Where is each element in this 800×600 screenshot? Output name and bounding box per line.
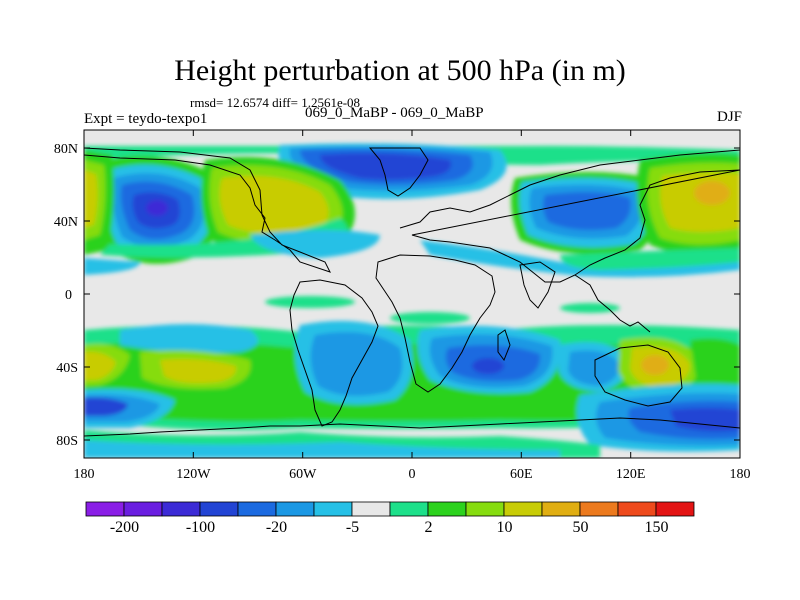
x-tick-label: 60E bbox=[510, 467, 533, 482]
contour-region bbox=[219, 175, 329, 234]
colorbar-box bbox=[617, 501, 657, 517]
contour-region bbox=[670, 408, 740, 432]
y-axis-labels: 80N 40N 0 40S 80S bbox=[54, 142, 78, 449]
coastlines bbox=[84, 147, 740, 437]
contour-region bbox=[694, 181, 730, 205]
colorbar-boxes bbox=[85, 501, 695, 517]
colorbar-box bbox=[427, 501, 467, 517]
y-tick-label: 40N bbox=[54, 215, 78, 230]
contour-region bbox=[84, 258, 140, 275]
experiment-label: Expt = teydo-texpo1 bbox=[84, 111, 208, 127]
colorbar-label: 2 bbox=[425, 519, 433, 536]
contour-region bbox=[543, 192, 631, 230]
contour-region bbox=[472, 358, 504, 374]
x-tick-label: 0 bbox=[409, 467, 416, 482]
colorbar-box bbox=[199, 501, 239, 517]
contour-region bbox=[568, 350, 620, 386]
x-axis-labels: 180 120W 60W 0 60E 120E 180 bbox=[74, 467, 751, 482]
coastline-antarctica bbox=[84, 417, 740, 437]
contour-region bbox=[390, 312, 470, 324]
colorbar-label: -5 bbox=[346, 519, 359, 536]
coastline-africa bbox=[375, 254, 496, 393]
colorbar-box bbox=[161, 501, 201, 517]
colorbar-label: -20 bbox=[266, 519, 287, 536]
contour-region bbox=[84, 397, 128, 416]
colorbar-box bbox=[85, 501, 125, 517]
x-axis-ticks bbox=[83, 130, 741, 458]
x-tick-label: 120E bbox=[616, 467, 646, 482]
contour-region bbox=[120, 324, 258, 354]
coastline-madagascar bbox=[497, 329, 511, 362]
coastline-south-america bbox=[289, 279, 379, 427]
coastline-north-america bbox=[84, 147, 331, 273]
colorbar-label: -100 bbox=[186, 519, 215, 536]
colorbar-box bbox=[351, 501, 391, 517]
colorbar-box bbox=[503, 501, 543, 517]
contour-region bbox=[690, 338, 740, 391]
y-tick-label: 0 bbox=[65, 288, 72, 303]
x-tick-label: 60W bbox=[289, 467, 317, 482]
contour-region bbox=[265, 296, 355, 308]
contour-fill-layer bbox=[84, 130, 740, 458]
coastline-australia bbox=[594, 344, 683, 407]
y-axis-ticks bbox=[84, 147, 740, 441]
contour-region bbox=[84, 351, 116, 380]
y-tick-label: 40S bbox=[56, 361, 78, 376]
y-tick-label: 80S bbox=[56, 434, 78, 449]
colorbar-box bbox=[123, 501, 163, 517]
rmsd-diff-subtitle: rmsd= 12.6574 diff= 1.2561e-08 bbox=[190, 95, 361, 110]
colorbar-box bbox=[465, 501, 505, 517]
contour-region bbox=[160, 358, 237, 384]
x-tick-label: 180 bbox=[730, 467, 751, 482]
colorbar-box bbox=[389, 501, 429, 517]
contour-region bbox=[320, 153, 451, 180]
colorbar-label: 50 bbox=[573, 519, 589, 536]
plot-title: Height perturbation at 500 hPa (in m) bbox=[174, 54, 626, 87]
x-tick-label: 180 bbox=[74, 467, 95, 482]
colorbar-box bbox=[313, 501, 353, 517]
contour-region bbox=[420, 240, 740, 278]
coastline-india bbox=[519, 261, 556, 309]
colorbar-label: 10 bbox=[497, 519, 513, 536]
contour-region bbox=[84, 170, 98, 228]
contour-region bbox=[84, 440, 560, 458]
coastline-eurasia bbox=[399, 149, 740, 283]
colorbar-label: -200 bbox=[110, 519, 139, 536]
coastline-greenland bbox=[368, 147, 429, 197]
y-tick-label: 80N bbox=[54, 142, 78, 157]
colorbar-label: 150 bbox=[645, 519, 669, 536]
coastline-southeast-asia bbox=[574, 274, 651, 333]
contour-region bbox=[250, 230, 380, 258]
contour-region bbox=[146, 200, 168, 216]
colorbar-box bbox=[541, 501, 581, 517]
colorbar-box bbox=[275, 501, 315, 517]
colorbar-box bbox=[237, 501, 277, 517]
season-label: DJF bbox=[716, 109, 742, 125]
run-comparison-label: 069_0_MaBP - 069_0_MaBP bbox=[305, 105, 484, 121]
colorbar-labels: -200 -100 -20 -5 2 10 50 150 bbox=[110, 519, 669, 536]
x-tick-label: 120W bbox=[176, 467, 211, 482]
contour-region bbox=[560, 248, 740, 270]
colorbar-box bbox=[655, 501, 695, 517]
contour-region bbox=[641, 355, 669, 375]
contour-region bbox=[310, 331, 403, 396]
colorbar-box bbox=[579, 501, 619, 517]
